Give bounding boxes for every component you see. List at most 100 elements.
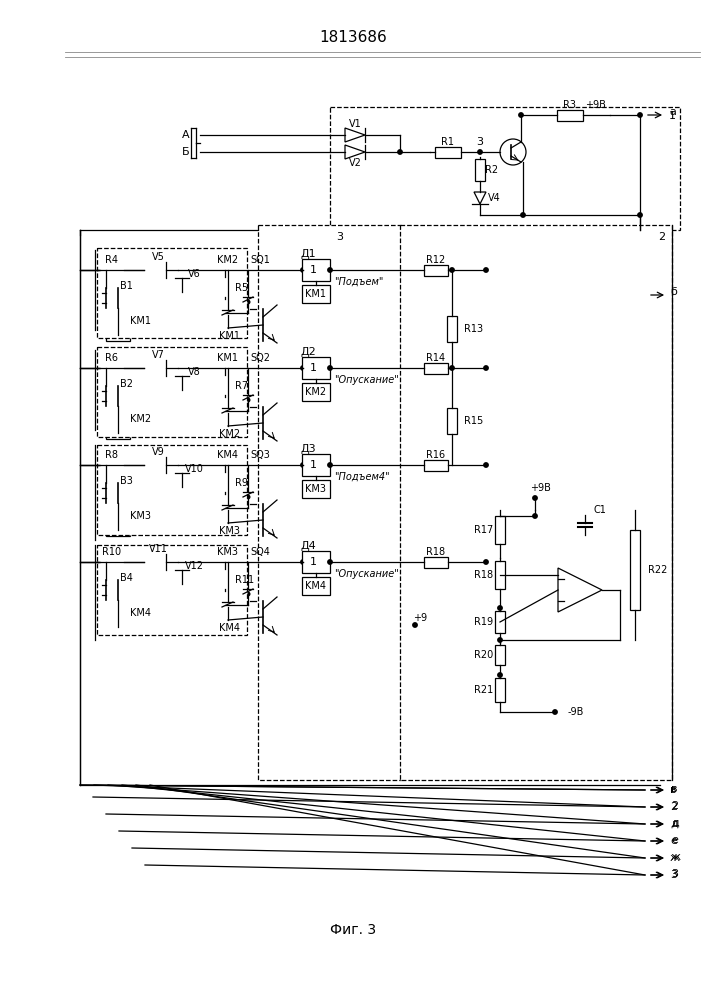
Text: R5: R5 xyxy=(235,283,248,293)
Text: в: в xyxy=(670,785,677,795)
Bar xyxy=(330,107,680,230)
Text: a: a xyxy=(669,107,676,117)
Text: A: A xyxy=(182,130,189,140)
Circle shape xyxy=(246,495,250,499)
Text: R9: R9 xyxy=(235,478,248,488)
Text: V12: V12 xyxy=(185,561,204,571)
Text: "Подъем4": "Подъем4" xyxy=(334,472,390,482)
Text: Д1: Д1 xyxy=(300,249,316,259)
Text: 3: 3 xyxy=(670,870,677,880)
Bar xyxy=(475,159,485,181)
Circle shape xyxy=(246,300,250,304)
Text: R4: R4 xyxy=(105,255,119,265)
Text: B4: B4 xyxy=(120,573,133,583)
Bar xyxy=(424,556,448,568)
Text: KM2: KM2 xyxy=(305,387,327,397)
Text: KM4: KM4 xyxy=(305,581,327,591)
Text: R22: R22 xyxy=(648,565,667,575)
Text: R18: R18 xyxy=(426,547,445,557)
Bar xyxy=(495,678,505,702)
Text: R11: R11 xyxy=(235,575,254,585)
Text: R16: R16 xyxy=(426,450,445,460)
Circle shape xyxy=(300,560,305,564)
Text: е: е xyxy=(671,835,678,845)
Circle shape xyxy=(638,113,642,117)
Text: KM3: KM3 xyxy=(305,484,327,494)
Bar xyxy=(106,522,130,536)
Text: б: б xyxy=(670,287,677,297)
Circle shape xyxy=(484,366,489,370)
Circle shape xyxy=(484,463,489,467)
Text: KM1: KM1 xyxy=(218,353,238,363)
Bar xyxy=(220,375,230,397)
Text: 1: 1 xyxy=(310,265,317,275)
Circle shape xyxy=(176,366,180,370)
Text: -9B: -9B xyxy=(568,707,585,717)
Text: +9B: +9B xyxy=(585,100,605,110)
Bar xyxy=(400,225,672,780)
Text: 1: 1 xyxy=(310,363,317,373)
Text: SQ3: SQ3 xyxy=(250,450,270,460)
Circle shape xyxy=(300,366,305,370)
Circle shape xyxy=(176,463,180,467)
Bar xyxy=(302,454,330,476)
Bar xyxy=(97,248,247,338)
Text: R14: R14 xyxy=(426,353,445,363)
Bar xyxy=(220,277,230,299)
Text: "Подъем": "Подъем" xyxy=(334,277,383,287)
Bar xyxy=(220,569,230,591)
Text: SQ4: SQ4 xyxy=(250,547,270,557)
Bar xyxy=(106,425,130,439)
Circle shape xyxy=(176,560,180,564)
Circle shape xyxy=(533,514,537,518)
Circle shape xyxy=(533,496,537,500)
Text: B1: B1 xyxy=(120,281,133,291)
Bar xyxy=(495,611,505,633)
Bar xyxy=(220,472,230,494)
Circle shape xyxy=(413,623,417,627)
Text: KM2: KM2 xyxy=(218,255,238,265)
Bar xyxy=(100,362,124,373)
Text: ж: ж xyxy=(671,852,681,862)
Text: "Опускание": "Опускание" xyxy=(334,375,399,385)
Bar xyxy=(424,362,448,373)
Text: V2: V2 xyxy=(349,158,361,168)
Text: R20: R20 xyxy=(474,650,493,660)
Text: KM1: KM1 xyxy=(130,316,151,326)
Text: KM2: KM2 xyxy=(130,414,151,424)
Text: 3: 3 xyxy=(337,232,344,242)
Text: 1813686: 1813686 xyxy=(319,30,387,45)
Bar xyxy=(495,516,505,544)
Text: 1: 1 xyxy=(669,111,675,121)
Text: KM4: KM4 xyxy=(219,623,240,633)
Text: R13: R13 xyxy=(464,324,483,334)
Text: R6: R6 xyxy=(105,353,119,363)
Text: д: д xyxy=(671,818,679,828)
Bar xyxy=(97,347,247,437)
Circle shape xyxy=(176,268,180,272)
Text: Д4: Д4 xyxy=(300,541,316,551)
Text: д: д xyxy=(670,819,678,829)
Text: R12: R12 xyxy=(426,255,445,265)
Bar xyxy=(447,316,457,342)
Text: R19: R19 xyxy=(474,617,493,627)
Circle shape xyxy=(498,638,502,642)
Text: 1: 1 xyxy=(310,460,317,470)
Circle shape xyxy=(519,113,523,117)
Circle shape xyxy=(498,606,502,610)
Bar xyxy=(424,460,448,471)
Circle shape xyxy=(484,560,489,564)
Text: R2: R2 xyxy=(486,165,498,175)
Bar xyxy=(447,408,457,434)
Circle shape xyxy=(398,150,402,154)
Text: 2: 2 xyxy=(671,801,678,811)
Text: KM1: KM1 xyxy=(305,289,327,299)
Bar xyxy=(424,264,448,275)
Bar xyxy=(97,445,247,535)
Circle shape xyxy=(328,560,332,564)
Text: KM3: KM3 xyxy=(219,526,240,536)
Circle shape xyxy=(553,710,557,714)
Text: R1: R1 xyxy=(441,137,455,147)
Text: ж: ж xyxy=(670,853,680,863)
Text: +9: +9 xyxy=(413,613,427,623)
